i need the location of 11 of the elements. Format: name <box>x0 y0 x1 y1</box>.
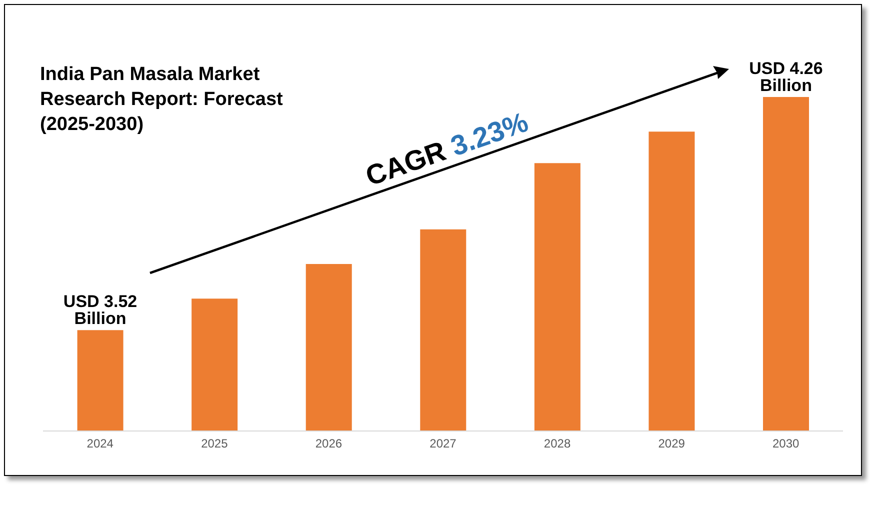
annotation: CAGR 3.23% <box>362 106 532 192</box>
x-tick-label: 2025 <box>201 436 228 451</box>
x-tick-label: 2030 <box>772 436 800 451</box>
chart-title: India Pan Masala Market Research Report: Forecast (2025-2030) <box>40 63 284 137</box>
x-tick-label: 2029 <box>658 436 686 451</box>
x-tick-label: 2026 <box>315 436 342 451</box>
data-label: USD 3.52 Billion <box>63 292 138 328</box>
data-label: USD 4.26 Billion <box>749 59 823 95</box>
x-tick-label: 2024 <box>86 436 114 451</box>
x-tick-label: 2028 <box>544 436 571 451</box>
x-tick-label: 2027 <box>430 436 457 451</box>
